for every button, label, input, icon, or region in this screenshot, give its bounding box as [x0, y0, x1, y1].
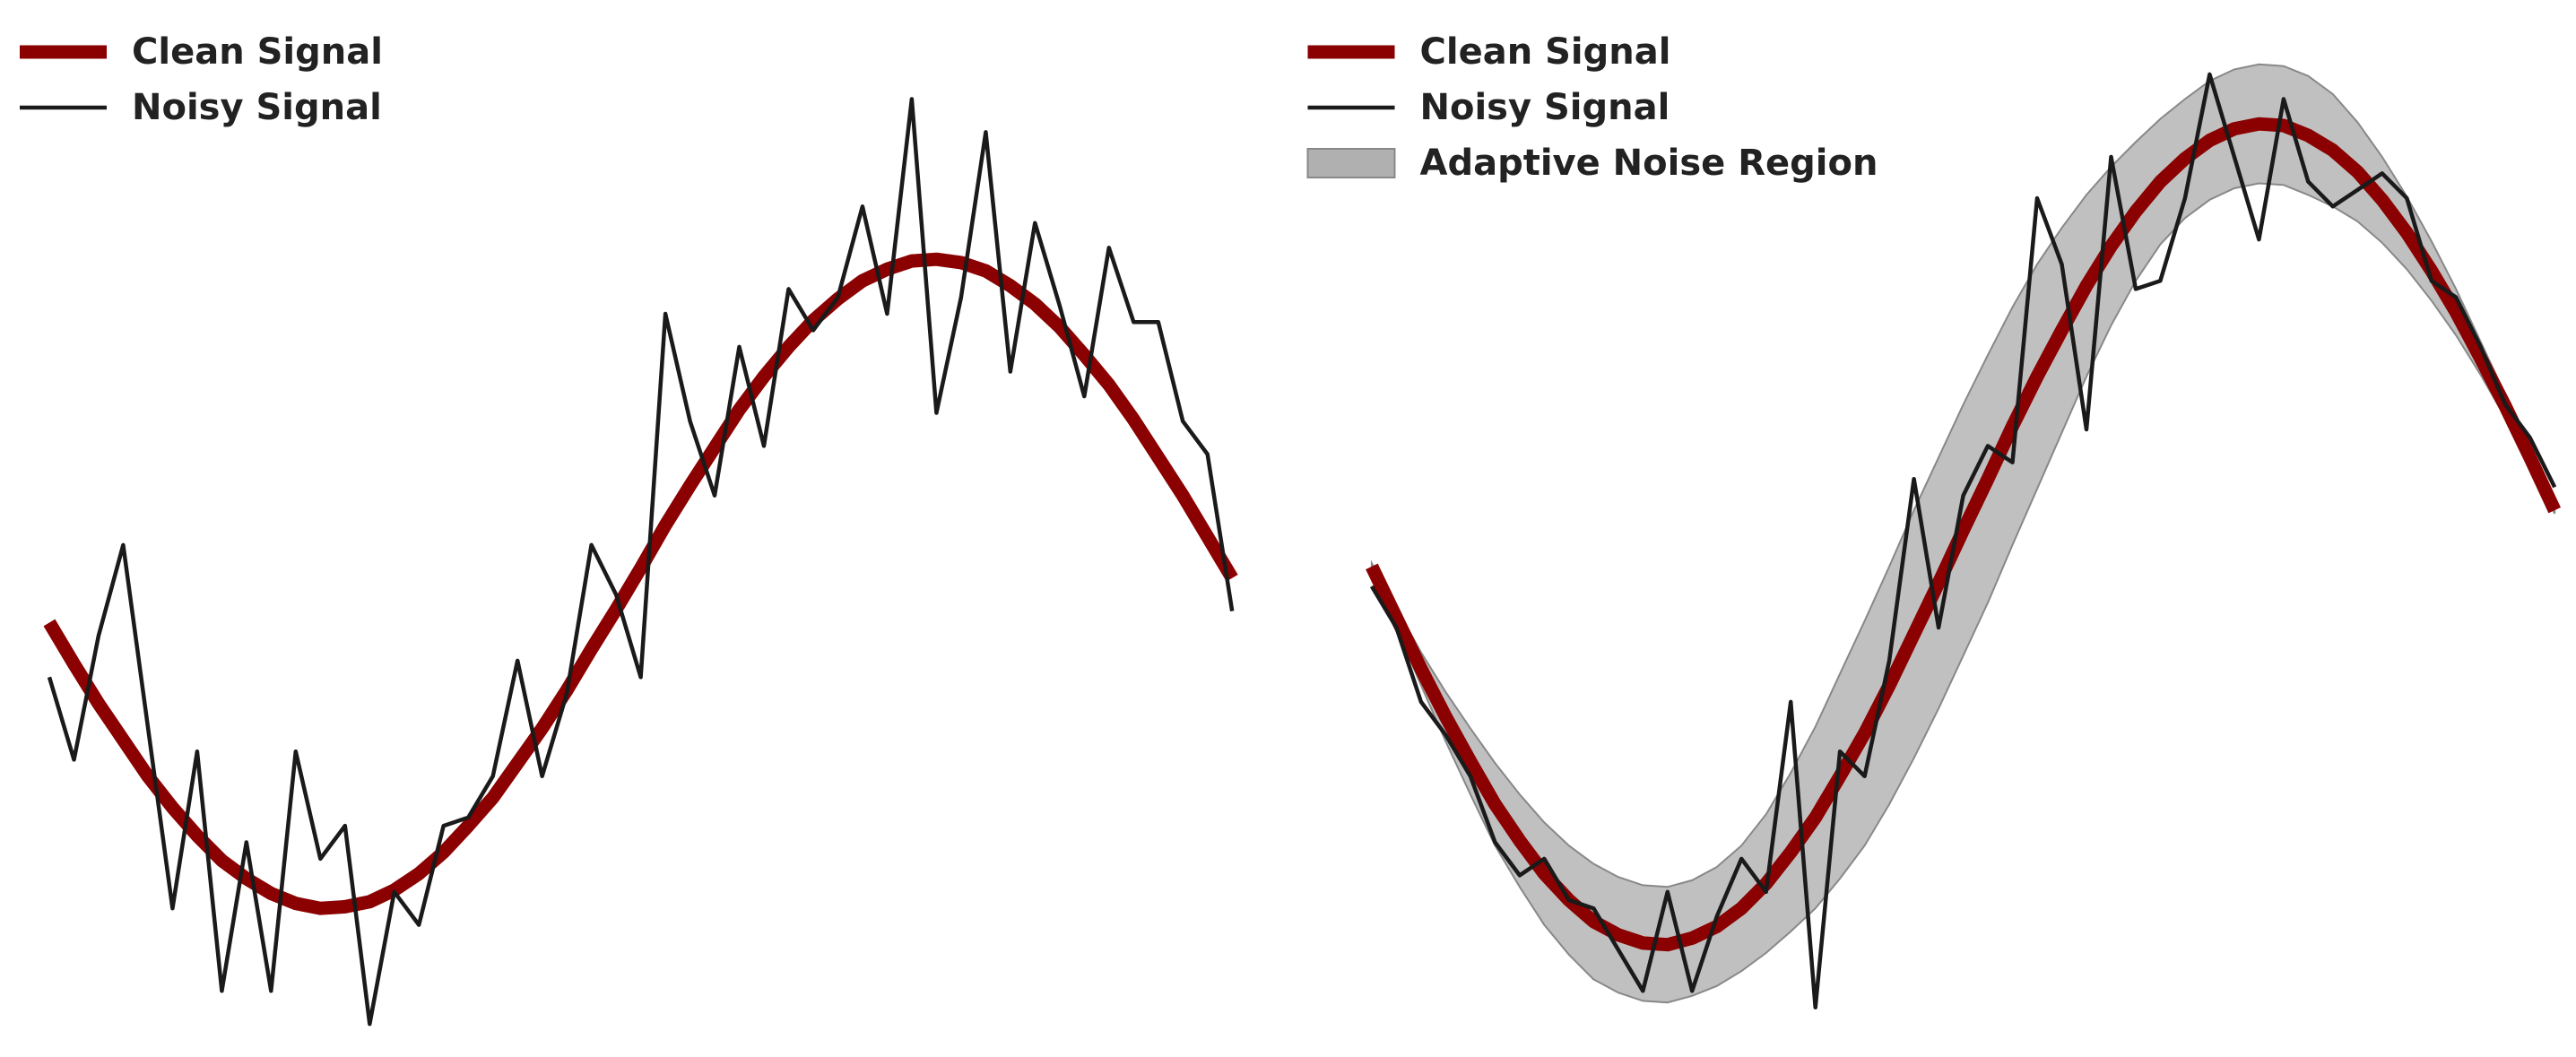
legend-swatch	[1306, 148, 1396, 178]
legend-label: Noisy Signal	[1420, 87, 1670, 128]
noisy-line	[47, 97, 1235, 1027]
legend-label: Clean Signal	[132, 31, 383, 73]
legend-label: Adaptive Noise Region	[1420, 143, 1878, 184]
legend-label: Noisy Signal	[132, 87, 382, 128]
clean-line	[43, 252, 1238, 915]
noisy-line	[1369, 72, 2557, 1009]
clean-line	[1366, 117, 2561, 952]
legend-label: Clean Signal	[1420, 31, 1671, 73]
